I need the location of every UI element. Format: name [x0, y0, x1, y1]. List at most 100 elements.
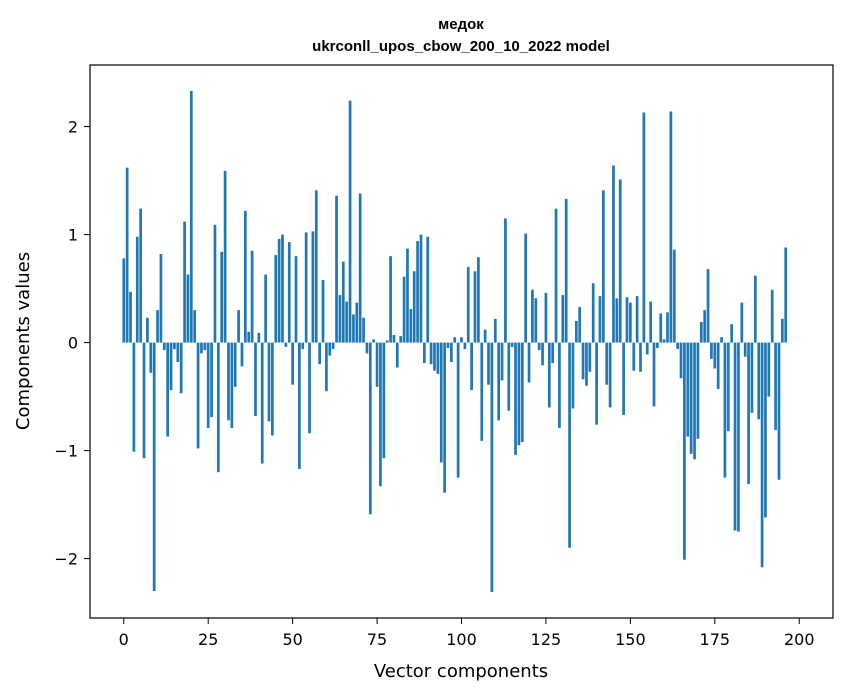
- bar-180: [730, 324, 734, 343]
- bar-77: [382, 342, 386, 459]
- bar-74: [372, 339, 376, 343]
- bar-71: [362, 317, 365, 343]
- bar-138: [588, 342, 592, 372]
- bar-13: [166, 342, 170, 437]
- bar-78: [385, 340, 389, 343]
- bar-65: [341, 261, 345, 343]
- bar-128: [554, 208, 558, 343]
- bar-177: [720, 337, 723, 343]
- bar-191: [767, 342, 771, 397]
- bar-170: [696, 342, 700, 439]
- bar-185: [747, 342, 750, 485]
- bar-125: [544, 292, 548, 343]
- bar-56: [311, 231, 315, 343]
- bar-6: [142, 342, 146, 459]
- x-tick-label: 125: [531, 630, 562, 649]
- bar-110: [493, 318, 497, 343]
- bar-140: [595, 342, 598, 425]
- bar-133: [571, 342, 575, 409]
- bar-146: [615, 298, 619, 343]
- bar-136: [581, 342, 585, 380]
- bar-102: [466, 266, 470, 343]
- bar-8: [149, 342, 153, 373]
- bar-190: [764, 342, 767, 518]
- x-tick-label: 25: [198, 630, 218, 649]
- bar-165: [679, 342, 683, 379]
- bar-22: [196, 342, 200, 449]
- y-tick-label: −2: [54, 550, 78, 569]
- bar-141: [598, 296, 602, 343]
- bar-132: [568, 342, 571, 548]
- bar-11: [159, 254, 163, 343]
- bar-82: [399, 336, 403, 343]
- bar-26: [210, 342, 213, 418]
- bar-80: [392, 335, 396, 343]
- bar-98: [453, 337, 457, 343]
- chart-title-line-2: ukrconll_upos_cbow_200_10_2022 model: [312, 38, 610, 55]
- bar-57: [314, 190, 318, 343]
- bar-120: [527, 342, 531, 383]
- bar-124: [541, 342, 544, 366]
- bar-131: [564, 198, 568, 343]
- bar-187: [753, 275, 757, 343]
- bar-150: [629, 302, 632, 343]
- bar-164: [676, 342, 679, 350]
- bar-160: [662, 339, 666, 343]
- bar-173: [706, 269, 710, 343]
- bar-159: [659, 313, 663, 343]
- bar-95: [443, 342, 446, 493]
- bar-174: [710, 342, 713, 359]
- bar-158: [656, 342, 659, 348]
- bar-168: [689, 342, 693, 454]
- bar-24: [203, 342, 207, 351]
- bar-43: [267, 342, 271, 422]
- bar-169: [693, 342, 696, 460]
- bar-19: [186, 274, 190, 343]
- bar-79: [389, 256, 392, 343]
- bar-53: [301, 342, 305, 350]
- bar-series: [122, 90, 788, 593]
- bar-105: [477, 257, 480, 343]
- bar-0: [122, 258, 126, 343]
- bar-148: [622, 342, 625, 415]
- bar-194: [777, 342, 781, 480]
- bar-37: [247, 331, 251, 343]
- bar-81: [395, 342, 399, 368]
- bar-39: [254, 342, 257, 417]
- y-axis: −2 −1 0 1 2: [54, 118, 90, 569]
- bar-119: [524, 233, 528, 343]
- bar-123: [537, 342, 541, 351]
- bar-114: [507, 342, 511, 411]
- bar-4: [135, 236, 139, 343]
- bar-107: [483, 329, 487, 343]
- bar-161: [666, 312, 669, 343]
- bar-115: [510, 342, 514, 347]
- bar-64: [338, 295, 342, 343]
- bar-54: [304, 232, 308, 343]
- bar-176: [716, 342, 720, 390]
- bar-41: [260, 342, 264, 464]
- bar-130: [561, 295, 565, 343]
- bar-1: [125, 167, 129, 343]
- bar-12: [162, 342, 166, 351]
- bar-155: [645, 342, 649, 355]
- bar-62: [331, 342, 335, 350]
- bar-75: [375, 342, 379, 387]
- plot-frame: [89, 64, 834, 619]
- bar-76: [379, 342, 382, 487]
- bar-129: [558, 342, 561, 428]
- bar-101: [463, 342, 467, 350]
- bar-48: [284, 342, 288, 347]
- bar-94: [439, 342, 443, 463]
- bar-87: [416, 241, 419, 343]
- bar-50: [291, 342, 294, 385]
- bar-186: [750, 342, 754, 413]
- bar-61: [328, 342, 332, 356]
- bar-23: [200, 342, 203, 354]
- bar-10: [156, 310, 159, 343]
- bar-28: [216, 342, 220, 473]
- bar-63: [335, 195, 338, 343]
- bar-38: [250, 250, 254, 343]
- bar-14: [169, 342, 173, 391]
- x-tick-label: 100: [446, 630, 477, 649]
